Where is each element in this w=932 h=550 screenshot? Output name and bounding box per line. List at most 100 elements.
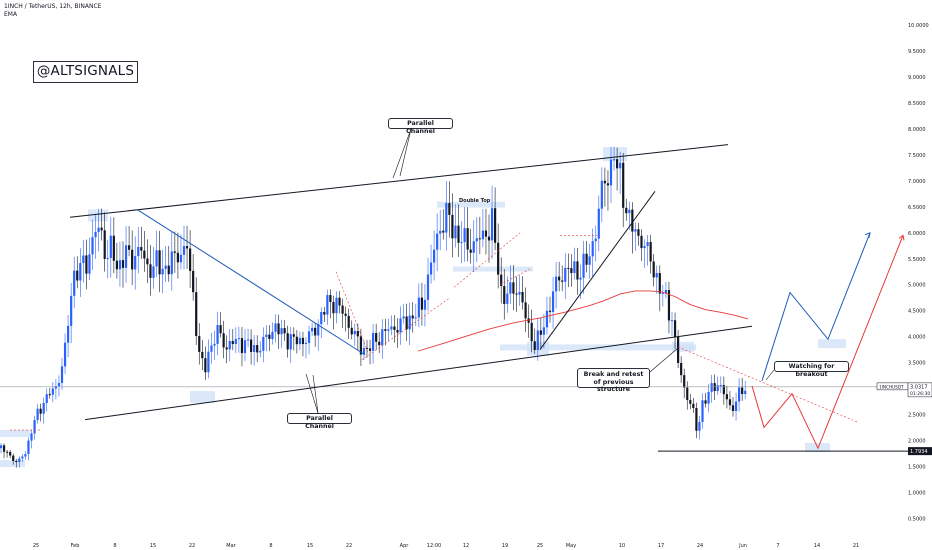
- candle: [521, 292, 524, 303]
- current-price-tag: [907, 382, 932, 398]
- candle: [692, 403, 695, 408]
- candle: [509, 282, 512, 294]
- candle: [332, 301, 335, 314]
- candle: [85, 255, 88, 274]
- candle: [680, 362, 683, 376]
- y-tick-label: 9.0000: [908, 75, 926, 81]
- candle: [677, 337, 680, 363]
- callout-pointer: [305, 373, 319, 414]
- candle: [189, 248, 192, 271]
- candle: [448, 203, 451, 215]
- double-top-label: Double Top: [459, 198, 491, 204]
- candle: [484, 230, 488, 237]
- candle: [579, 277, 582, 280]
- candle: [609, 159, 613, 186]
- candle: [63, 342, 67, 367]
- candle: [686, 387, 689, 401]
- candle: [487, 236, 491, 241]
- candle: [2, 445, 6, 452]
- candle: [478, 238, 481, 240]
- candle: [570, 268, 573, 274]
- candle: [234, 338, 237, 345]
- candle: [725, 394, 728, 400]
- candle: [402, 316, 405, 319]
- candle: [82, 255, 85, 264]
- candle: [542, 327, 545, 335]
- candle: [73, 270, 76, 296]
- candle: [643, 246, 646, 249]
- channel-upper-line: [69, 144, 729, 218]
- current-price-label: 3.0317: [910, 384, 928, 390]
- candle: [731, 405, 735, 411]
- candle: [195, 292, 198, 336]
- candle: [155, 250, 158, 267]
- candle: [179, 254, 183, 263]
- watching-breakout-label: Watching for breakout: [774, 361, 849, 378]
- candle: [213, 343, 216, 346]
- candle: [15, 460, 18, 463]
- candle: [396, 329, 399, 333]
- y-tick-label: 0.5000: [908, 516, 926, 522]
- candle: [112, 235, 115, 261]
- candle: [27, 440, 30, 455]
- candle: [411, 315, 414, 319]
- candle: [225, 347, 228, 350]
- candle: [362, 347, 366, 355]
- candle: [94, 231, 97, 238]
- y-tick-label: 10.0000: [908, 23, 929, 29]
- watermark-logo: @ALTSIGNALS: [33, 61, 138, 83]
- candle: [594, 238, 597, 242]
- candle: [661, 292, 664, 294]
- candle: [417, 297, 420, 318]
- candle: [256, 345, 259, 353]
- dashed-guide: [361, 297, 451, 361]
- candle: [536, 330, 539, 350]
- candle: [469, 249, 472, 253]
- candle: [307, 331, 311, 343]
- candle: [420, 297, 423, 310]
- x-tick-label: 21: [853, 543, 859, 549]
- candle: [6, 451, 9, 453]
- candle: [182, 246, 186, 255]
- candle: [210, 345, 213, 352]
- candle: [612, 159, 616, 161]
- candle: [365, 347, 369, 349]
- candle: [207, 351, 210, 373]
- x-tick-label: May: [566, 543, 576, 549]
- candle: [33, 420, 36, 434]
- candle: [585, 253, 588, 265]
- candle: [606, 183, 610, 186]
- y-tick-label: 5.0000: [908, 283, 926, 289]
- callout-pointer: [392, 128, 412, 179]
- y-tick-label: 8.5000: [908, 101, 926, 107]
- candle: [710, 383, 713, 392]
- candle: [109, 235, 112, 259]
- candle: [67, 325, 70, 343]
- candle: [301, 337, 305, 345]
- candle: [439, 230, 442, 234]
- y-tick-label: 3.5000: [908, 361, 926, 367]
- candle: [70, 295, 73, 326]
- parallel-channel-bottom-label: Parallel Channel: [287, 413, 352, 430]
- candle: [408, 315, 411, 330]
- candle: [237, 338, 240, 340]
- candle: [344, 313, 347, 316]
- candle: [320, 312, 323, 325]
- candle: [228, 340, 231, 350]
- candle: [51, 388, 54, 395]
- candle: [335, 297, 338, 314]
- candle: [137, 247, 140, 257]
- candle: [311, 327, 314, 332]
- candle: [518, 292, 521, 295]
- candle: [375, 333, 378, 342]
- candle: [701, 400, 704, 422]
- candle: [673, 320, 677, 338]
- candle: [646, 242, 649, 247]
- candle: [399, 318, 402, 333]
- candle: [558, 276, 561, 281]
- candle: [143, 250, 146, 259]
- x-tick-label: 12: [463, 543, 469, 549]
- candle: [134, 256, 137, 270]
- arrow-head-icon: [864, 231, 871, 238]
